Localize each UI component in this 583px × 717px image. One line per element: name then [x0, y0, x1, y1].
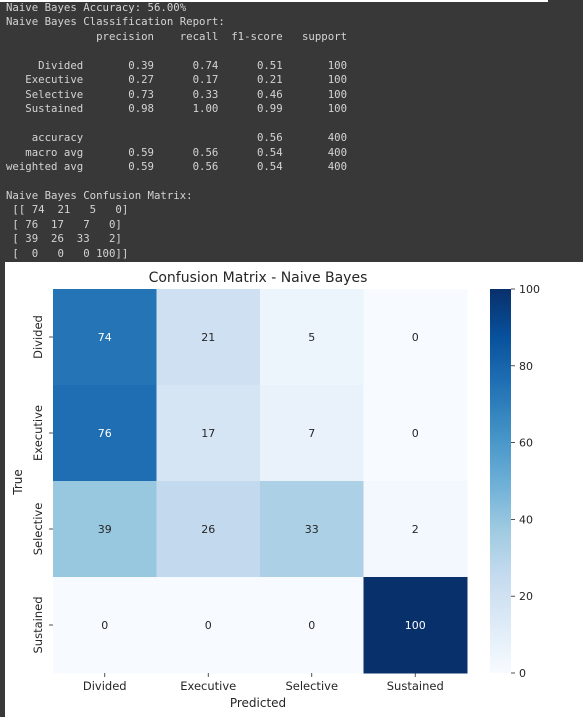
colorbar	[490, 289, 511, 673]
colorbar-tick-label: 80	[519, 360, 533, 373]
x-tick-label: Sustained	[387, 679, 444, 693]
colorbar-ticks: 0 20 40 60 80 100	[511, 283, 540, 680]
x-axis-label: Predicted	[230, 696, 286, 710]
cell-value-label: 39	[98, 523, 112, 536]
cell-value-label: 76	[98, 427, 112, 440]
cell-value-label: 0	[308, 619, 315, 632]
y-tick-label: Divided	[31, 315, 45, 359]
cell-value-label: 21	[201, 331, 215, 344]
heatmap-cells: 74 21 5 0 76 17 7 0 39 26 33 2 0 0 0 100	[53, 289, 468, 674]
colorbar-tick-label: 100	[519, 283, 540, 296]
confusion-matrix-figure: Confusion Matrix - Naive Bayes 74 21 5 0 76 1…	[5, 262, 583, 717]
console-text: Naive Bayes Accuracy: 56.00% Naive Bayes…	[6, 1, 347, 261]
y-axis-ticks: Divided Executive Selective Sustained	[31, 315, 53, 653]
cell-value-label: 33	[305, 523, 319, 536]
colorbar-tick-label: 20	[519, 590, 533, 603]
cell-value-label: 0	[412, 331, 419, 344]
cell-value-label: 0	[101, 619, 108, 632]
x-tick-label: Divided	[83, 679, 127, 693]
x-tick-label: Executive	[180, 679, 236, 693]
cell-value-label: 100	[405, 619, 426, 632]
cell-value-label: 0	[412, 427, 419, 440]
colorbar-tick-label: 0	[519, 667, 526, 680]
cell-value-label: 7	[308, 427, 315, 440]
y-tick-label: Executive	[31, 405, 45, 461]
cell-value-label: 26	[201, 523, 215, 536]
cell-value-label: 0	[205, 619, 212, 632]
y-tick-label: Sustained	[31, 597, 45, 654]
cell-value-label: 5	[308, 331, 315, 344]
colorbar-tick-label: 40	[519, 513, 533, 526]
console-output: Naive Bayes Accuracy: 56.00% Naive Bayes…	[0, 0, 583, 262]
cell-value-label: 17	[201, 427, 215, 440]
chart-title: Confusion Matrix - Naive Bayes	[149, 270, 368, 286]
cell-value-label: 2	[412, 523, 419, 536]
cell-value-label: 74	[98, 331, 112, 344]
x-axis-ticks: Divided Executive Selective Sustained	[83, 673, 444, 693]
x-tick-label: Selective	[285, 679, 338, 693]
colorbar-tick-label: 60	[519, 437, 533, 450]
y-axis-label: True	[11, 469, 25, 496]
y-tick-label: Selective	[31, 503, 45, 556]
heatmap-chart: Confusion Matrix - Naive Bayes 74 21 5 0 76 1…	[5, 262, 583, 717]
